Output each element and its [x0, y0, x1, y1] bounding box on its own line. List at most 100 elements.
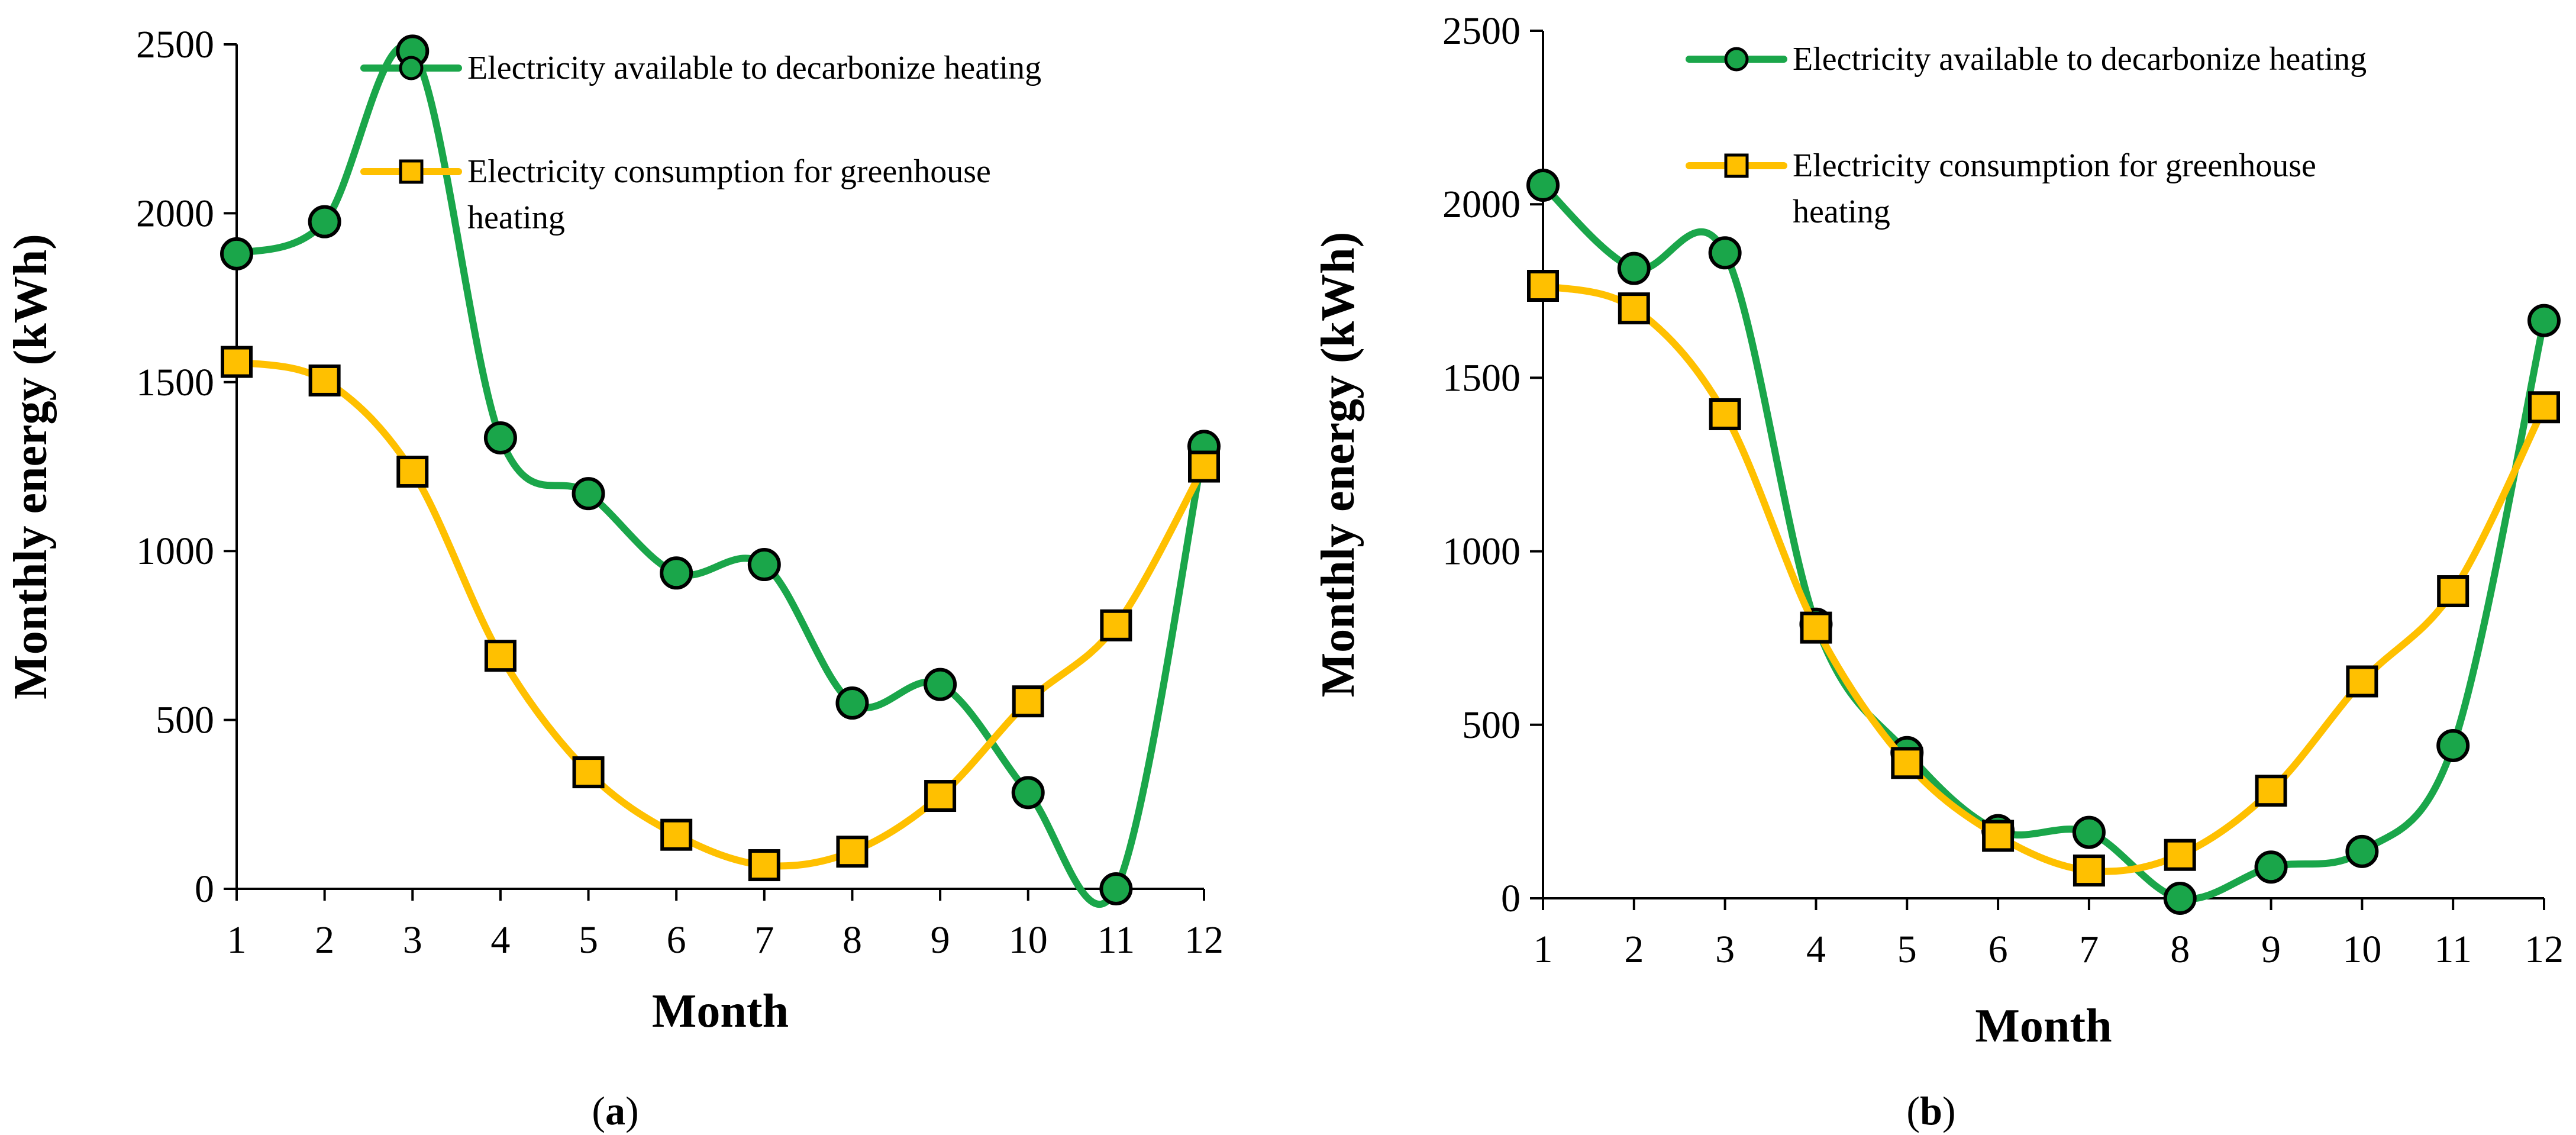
x-tick-label: 12 — [2525, 928, 2564, 971]
legend-label: heating — [467, 199, 565, 236]
data-point-circle — [1011, 776, 1045, 810]
x-tick-label: 4 — [1806, 928, 1826, 971]
data-point-square — [1012, 685, 1044, 718]
data-point-square — [660, 818, 693, 851]
x-tick-label: 7 — [754, 918, 774, 962]
x-tick-label: 5 — [579, 918, 598, 962]
data-point-circle — [2436, 728, 2470, 762]
data-point-square — [2073, 855, 2105, 887]
data-point-square — [2164, 839, 2196, 871]
data-point-square — [2437, 575, 2470, 608]
data-point-circle — [308, 205, 341, 238]
y-tick-label: 0 — [1501, 877, 1521, 920]
legend-label: heating — [1793, 194, 1890, 230]
legend-item: Electricity consumption for greenhouse he… — [1686, 147, 2316, 230]
legend-marker — [399, 56, 424, 80]
data-point-square — [2528, 391, 2560, 424]
data-point-square — [1100, 609, 1132, 641]
legend-item: Electricity available to decarbonize hea… — [360, 50, 1041, 86]
y-axis-title: Monthly energy (kWh) — [1312, 232, 1364, 698]
data-point-circle — [747, 548, 781, 582]
x-tick-label: 8 — [2170, 928, 2190, 971]
panel-label-a: (a) — [592, 1088, 638, 1133]
data-point-square — [572, 756, 605, 789]
legend-marker — [399, 159, 424, 184]
y-tick-label: 1500 — [1442, 356, 1521, 399]
data-point-square — [1891, 747, 1923, 779]
y-tick-label: 500 — [1462, 704, 1521, 747]
x-axis-title: Month — [1975, 1000, 2112, 1052]
data-point-circle — [660, 556, 693, 590]
data-point-square — [924, 780, 957, 812]
data-point-square — [836, 836, 869, 868]
panel-label-b: (b) — [1906, 1088, 1955, 1133]
series-line — [1539, 181, 2548, 903]
legend-label: Electricity consumption for greenhouse — [467, 153, 991, 190]
series-line — [233, 358, 1208, 870]
legend-marker — [1724, 153, 1749, 178]
data-point-circle — [2345, 834, 2379, 868]
x-tick-label: 11 — [1097, 918, 1135, 962]
data-point-square — [484, 640, 517, 672]
data-point-square — [1800, 611, 1832, 644]
x-tick-label: 1 — [227, 918, 247, 962]
data-point-circle — [2527, 304, 2561, 337]
y-tick-label: 2000 — [1442, 183, 1521, 226]
x-tick-label: 12 — [1184, 918, 1224, 962]
data-point-circle — [1708, 236, 1742, 270]
x-tick-label: 10 — [2342, 928, 2381, 971]
y-tick-label: 1000 — [136, 530, 214, 573]
y-tick-label: 2500 — [136, 23, 214, 66]
legend-label: Electricity available to decarbonize hea… — [467, 50, 1041, 86]
y-tick-label: 2000 — [136, 192, 214, 235]
data-point-circle — [2163, 882, 2197, 915]
x-tick-label: 4 — [490, 918, 510, 962]
data-point-square — [2255, 775, 2287, 807]
legend-item: Electricity available to decarbonize hea… — [1686, 41, 2367, 78]
x-tick-label: 9 — [931, 918, 950, 962]
data-point-square — [1618, 292, 1650, 325]
x-tick-label: 2 — [315, 918, 334, 962]
x-tick-label: 8 — [842, 918, 862, 962]
data-point-circle — [483, 421, 517, 454]
legend-marker — [1724, 47, 1749, 72]
x-tick-label: 6 — [667, 918, 686, 962]
data-point-circle — [2254, 850, 2288, 884]
data-point-circle — [835, 686, 869, 720]
data-point-square — [748, 849, 780, 882]
data-point-square — [1527, 270, 1559, 302]
legend-item: Electricity consumption for greenhouse he… — [360, 153, 991, 236]
y-tick-label: 1000 — [1442, 530, 1521, 573]
legend: Electricity available to decarbonize hea… — [360, 50, 1041, 236]
data-point-square — [308, 364, 341, 396]
data-point-square — [221, 346, 253, 378]
data-point-circle — [220, 237, 253, 270]
data-point-square — [1188, 450, 1220, 483]
legend-label: Electricity consumption for greenhouse — [1793, 147, 2316, 184]
data-point-circle — [572, 477, 605, 511]
data-point-square — [2346, 665, 2378, 698]
data-point-circle — [2072, 815, 2106, 849]
series-consumption — [221, 346, 1220, 882]
x-tick-label: 9 — [2261, 928, 2281, 971]
data-point-square — [1982, 820, 2015, 852]
data-point-square — [1709, 398, 1741, 430]
x-tick-label: 3 — [1715, 928, 1735, 971]
data-point-circle — [1099, 872, 1133, 905]
legend-label: Electricity available to decarbonize hea… — [1793, 41, 2367, 78]
y-axis-title: Monthly energy (kWh) — [5, 234, 57, 699]
x-tick-label: 1 — [1534, 928, 1553, 971]
series-consumption — [1527, 270, 2560, 887]
y-tick-label: 0 — [195, 868, 214, 911]
x-tick-label: 11 — [2434, 928, 2472, 971]
x-tick-label: 2 — [1624, 928, 1644, 971]
data-point-circle — [1526, 168, 1560, 202]
x-tick-label: 3 — [403, 918, 422, 962]
x-tick-label: 10 — [1009, 918, 1048, 962]
x-tick-label: 5 — [1897, 928, 1917, 971]
y-tick-label: 1500 — [136, 361, 214, 404]
